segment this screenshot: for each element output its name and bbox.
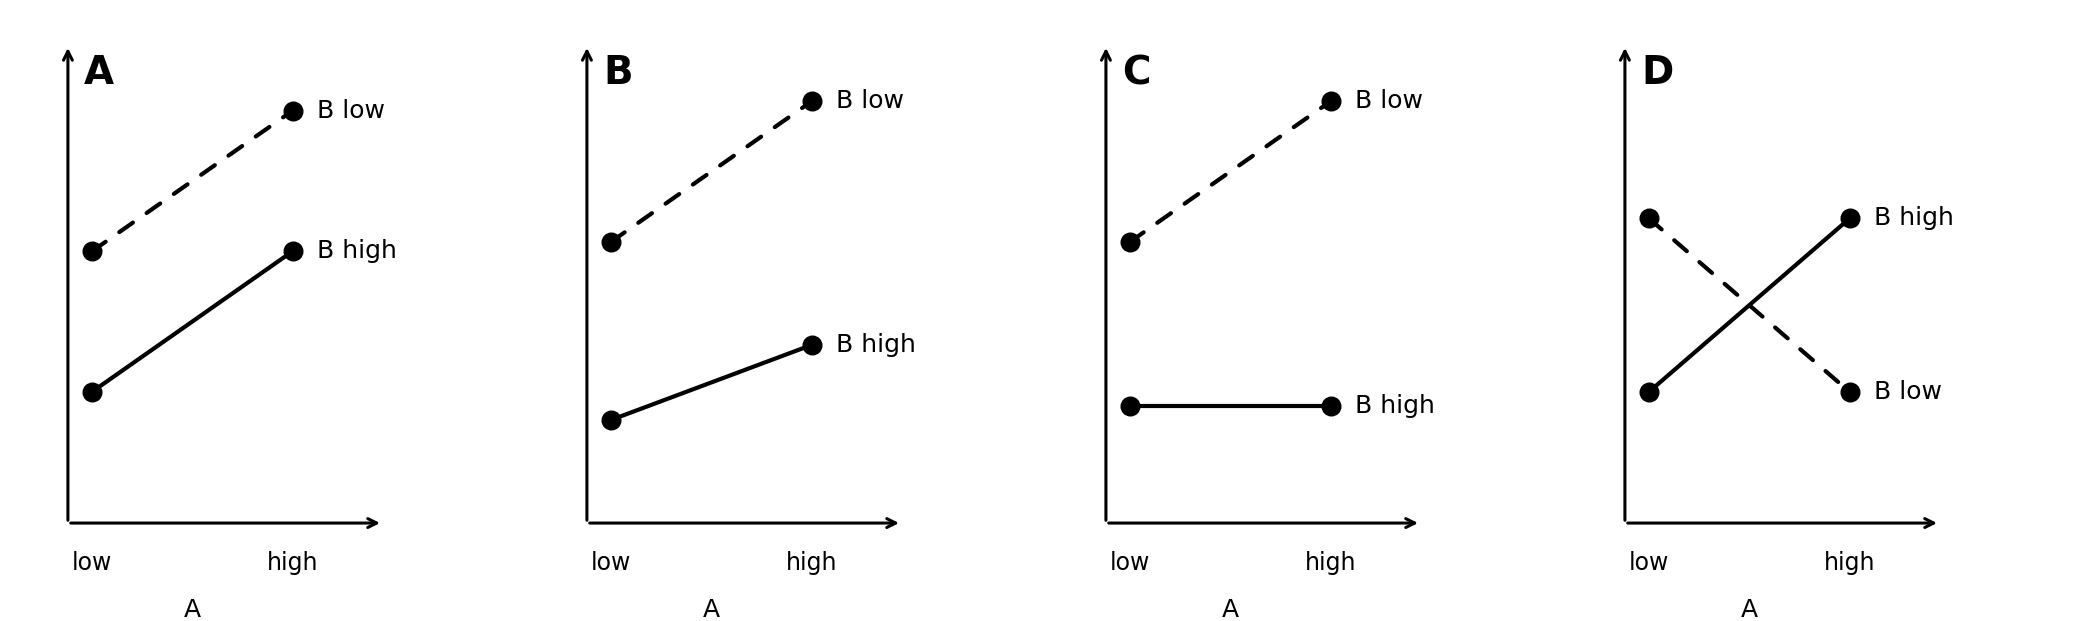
Point bbox=[1632, 387, 1665, 397]
Text: B low: B low bbox=[1356, 89, 1423, 114]
Text: C: C bbox=[1121, 55, 1151, 93]
Text: B low: B low bbox=[316, 99, 385, 123]
Text: low: low bbox=[590, 551, 632, 575]
Point bbox=[594, 237, 628, 247]
Point bbox=[1113, 237, 1146, 247]
Point bbox=[276, 106, 310, 116]
Text: B low: B low bbox=[1874, 380, 1941, 404]
Point bbox=[795, 340, 828, 350]
Point bbox=[1113, 401, 1146, 411]
Text: B high: B high bbox=[316, 239, 397, 263]
Point bbox=[75, 247, 109, 256]
Text: A: A bbox=[184, 598, 201, 621]
Text: high: high bbox=[787, 551, 837, 575]
Text: high: high bbox=[1824, 551, 1874, 575]
Point bbox=[795, 96, 828, 106]
Text: B high: B high bbox=[1874, 206, 1954, 230]
Text: B low: B low bbox=[835, 89, 904, 114]
Text: high: high bbox=[1305, 551, 1356, 575]
Point bbox=[276, 247, 310, 256]
Text: B: B bbox=[602, 55, 632, 93]
Text: A: A bbox=[1222, 598, 1238, 621]
Point bbox=[1833, 387, 1866, 397]
Text: D: D bbox=[1640, 55, 1674, 93]
Text: low: low bbox=[1109, 551, 1151, 575]
Text: high: high bbox=[268, 551, 318, 575]
Point bbox=[75, 387, 109, 397]
Point bbox=[594, 415, 628, 425]
Text: A: A bbox=[1741, 598, 1757, 621]
Point bbox=[1314, 96, 1347, 106]
Point bbox=[1833, 214, 1866, 224]
Point bbox=[1632, 214, 1665, 224]
Text: B high: B high bbox=[835, 333, 916, 357]
Text: A: A bbox=[703, 598, 720, 621]
Text: low: low bbox=[71, 551, 113, 575]
Text: B high: B high bbox=[1356, 394, 1435, 418]
Text: low: low bbox=[1630, 551, 1669, 575]
Text: A: A bbox=[84, 55, 115, 93]
Point bbox=[1314, 401, 1347, 411]
